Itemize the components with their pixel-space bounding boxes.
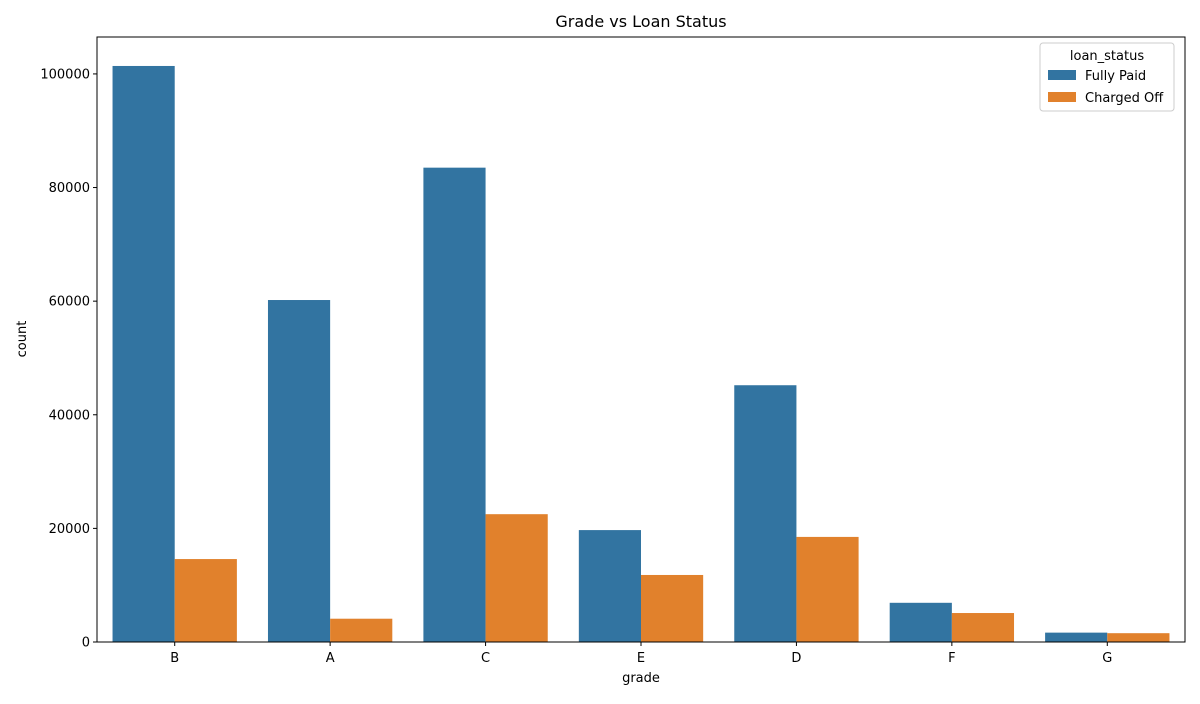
legend-label: Fully Paid bbox=[1085, 69, 1146, 84]
y-axis-label: count bbox=[15, 321, 30, 358]
bar-charged-off-c bbox=[485, 514, 548, 642]
bar-charged-off-d bbox=[796, 536, 859, 642]
legend: loan_status Fully Paid Charged Off bbox=[1039, 42, 1175, 112]
axes-group: B A C E D F G 0 20000 40000 60000 80000 100000 bbox=[40, 36, 1186, 666]
bar-fully-paid-d bbox=[734, 385, 797, 642]
x-tick-label: C bbox=[481, 651, 490, 666]
legend-swatch bbox=[1048, 70, 1076, 80]
bar-fully-paid-f bbox=[889, 602, 952, 642]
plot-frame bbox=[96, 36, 1186, 643]
x-tick-label: E bbox=[637, 651, 645, 666]
bar-charged-off-g bbox=[1107, 633, 1170, 642]
bar-charged-off-b bbox=[174, 559, 237, 642]
bar-fully-paid-e bbox=[578, 530, 641, 642]
bar-fully-paid-c bbox=[423, 167, 486, 642]
chart-title: Grade vs Loan Status bbox=[555, 12, 726, 31]
legend-swatch bbox=[1048, 92, 1076, 102]
y-tick-label: 40000 bbox=[49, 408, 90, 423]
x-tick-label: D bbox=[791, 651, 801, 666]
x-tick-label: G bbox=[1102, 651, 1112, 666]
y-tick-label: 60000 bbox=[49, 295, 90, 310]
x-tick-label: A bbox=[326, 651, 335, 666]
y-tick-label: 100000 bbox=[40, 67, 90, 82]
y-tick-label: 0 bbox=[82, 636, 90, 651]
bar-fully-paid-b bbox=[112, 65, 175, 643]
bar-charged-off-a bbox=[330, 618, 393, 642]
bar-fully-paid-g bbox=[1045, 632, 1108, 642]
y-tick-label: 80000 bbox=[49, 181, 90, 196]
bar-charged-off-e bbox=[641, 574, 704, 642]
bar-charged-off-f bbox=[951, 613, 1015, 642]
x-axis-label: grade bbox=[622, 671, 660, 686]
y-tick-label: 20000 bbox=[49, 522, 90, 537]
legend-label: Charged Off bbox=[1085, 91, 1164, 106]
x-tick-label: B bbox=[170, 651, 179, 666]
bar-fully-paid-a bbox=[267, 300, 331, 642]
x-tick-label: F bbox=[948, 651, 955, 666]
bars-group bbox=[112, 65, 1170, 643]
legend-title: loan_status bbox=[1070, 49, 1144, 64]
